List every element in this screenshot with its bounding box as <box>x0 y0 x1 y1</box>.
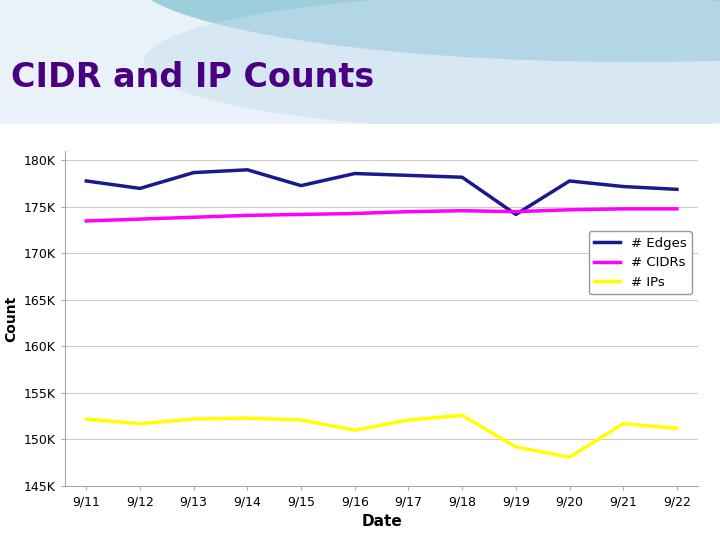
Line: # CIDRs: # CIDRs <box>86 209 677 221</box>
# IPs <box>404 417 413 423</box>
Y-axis label: Count: Count <box>4 295 18 342</box>
Circle shape <box>144 0 720 131</box>
# Edges <box>404 172 413 179</box>
# IPs <box>619 421 628 427</box>
# IPs <box>189 416 198 422</box>
# Edges <box>189 170 198 176</box>
# Edges <box>82 178 91 184</box>
# CIDRs <box>619 206 628 212</box>
Line: # IPs: # IPs <box>86 415 677 457</box>
# IPs <box>672 425 681 431</box>
# IPs <box>351 427 359 434</box>
# IPs <box>135 421 144 427</box>
Circle shape <box>130 0 720 62</box>
# Edges <box>135 185 144 192</box>
# CIDRs <box>82 218 91 224</box>
# Edges <box>619 183 628 190</box>
# CIDRs <box>243 212 252 219</box>
# IPs <box>297 417 305 423</box>
# CIDRs <box>351 210 359 217</box>
# Edges <box>243 166 252 173</box>
Legend: # Edges, # CIDRs, # IPs: # Edges, # CIDRs, # IPs <box>588 232 692 294</box>
X-axis label: Date: Date <box>361 514 402 529</box>
# CIDRs <box>511 208 520 215</box>
# CIDRs <box>189 214 198 220</box>
# Edges <box>672 186 681 193</box>
Line: # Edges: # Edges <box>86 170 677 214</box>
# CIDRs <box>565 206 574 213</box>
# CIDRs <box>135 216 144 222</box>
# Edges <box>458 174 467 180</box>
# IPs <box>82 416 91 422</box>
# Edges <box>511 211 520 218</box>
# CIDRs <box>458 207 467 214</box>
# CIDRs <box>672 206 681 212</box>
# CIDRs <box>404 208 413 215</box>
Text: CIDR and IP Counts: CIDR and IP Counts <box>11 60 374 93</box>
# CIDRs <box>297 211 305 218</box>
# Edges <box>565 178 574 184</box>
# Edges <box>297 183 305 189</box>
# IPs <box>458 412 467 418</box>
# IPs <box>511 444 520 450</box>
# Edges <box>351 170 359 177</box>
# IPs <box>243 415 252 421</box>
# IPs <box>565 454 574 461</box>
